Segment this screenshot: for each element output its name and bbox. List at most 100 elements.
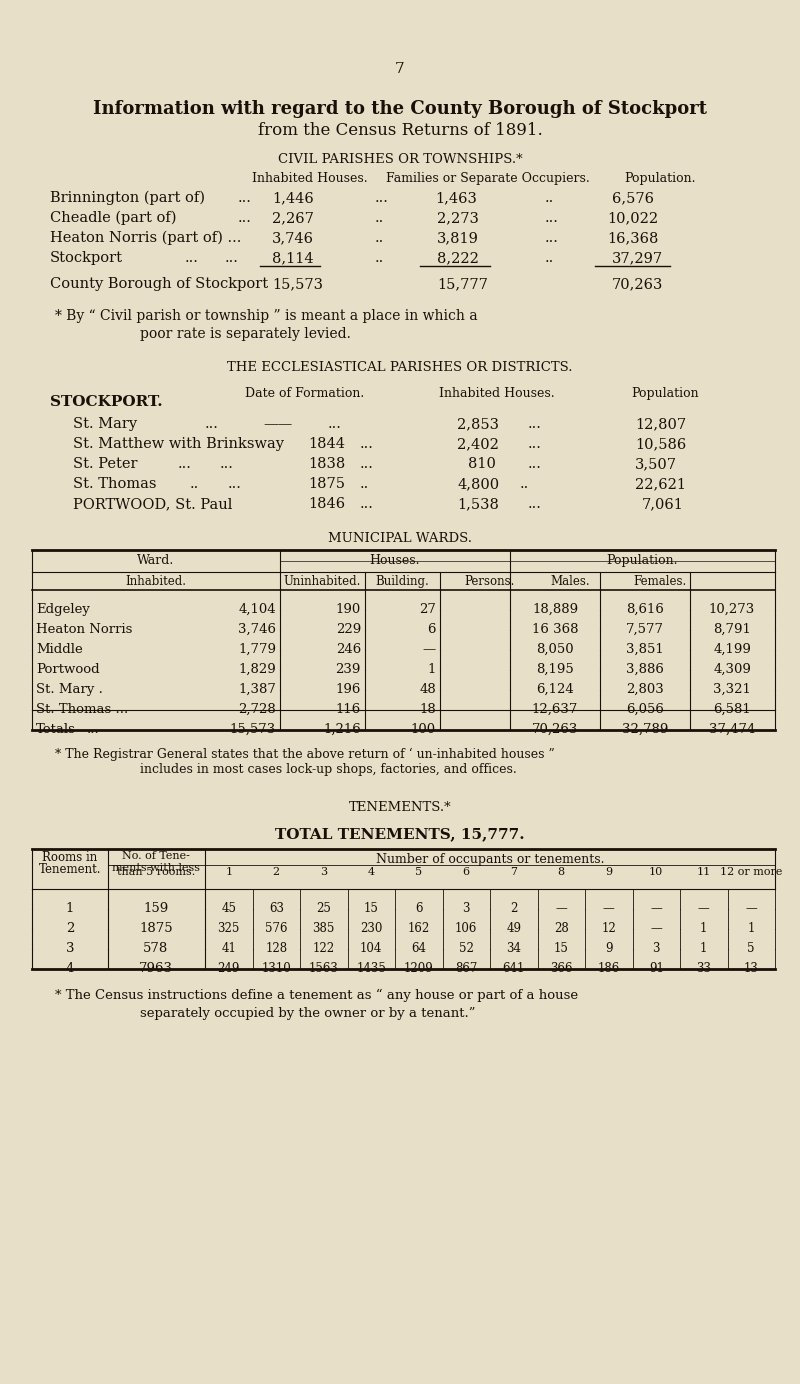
Text: 8: 8 (558, 866, 565, 877)
Text: —: — (698, 902, 710, 915)
Text: 2: 2 (510, 902, 518, 915)
Text: 10,022: 10,022 (607, 210, 658, 226)
Text: STOCKPORT.: STOCKPORT. (50, 394, 162, 410)
Text: ...: ... (238, 210, 252, 226)
Text: Totals: Totals (36, 722, 76, 736)
Text: 1,216: 1,216 (323, 722, 361, 736)
Text: ...: ... (228, 477, 242, 491)
Text: 22,621: 22,621 (635, 477, 686, 491)
Text: 2,803: 2,803 (626, 682, 664, 696)
Text: 3: 3 (320, 866, 327, 877)
Text: 366: 366 (550, 962, 573, 974)
Text: 190: 190 (336, 603, 361, 616)
Text: Population.: Population. (606, 554, 678, 567)
Text: ...: ... (360, 497, 374, 511)
Text: 3,819: 3,819 (437, 231, 479, 245)
Text: 63: 63 (269, 902, 284, 915)
Text: 229: 229 (336, 623, 361, 637)
Text: 186: 186 (598, 962, 620, 974)
Text: * The Census instructions define a tenement as “ any house or part of a house: * The Census instructions define a tenem… (55, 990, 578, 1002)
Text: Uninhabited.: Uninhabited. (283, 574, 361, 588)
Text: 10,586: 10,586 (635, 437, 686, 451)
Text: ...: ... (178, 457, 192, 471)
Text: ...: ... (238, 191, 252, 205)
Text: 2,273: 2,273 (437, 210, 479, 226)
Text: 4,800: 4,800 (457, 477, 499, 491)
Text: 1,446: 1,446 (272, 191, 314, 205)
Text: 128: 128 (265, 943, 287, 955)
Text: 10: 10 (649, 866, 663, 877)
Text: County Borough of Stockport: County Borough of Stockport (50, 277, 268, 291)
Text: 325: 325 (218, 922, 240, 936)
Text: St. Mary: St. Mary (73, 417, 137, 430)
Text: 2,853: 2,853 (457, 417, 499, 430)
Text: 37,474: 37,474 (709, 722, 755, 736)
Text: 1846: 1846 (308, 497, 345, 511)
Text: 3,746: 3,746 (272, 231, 314, 245)
Text: 49: 49 (506, 922, 522, 936)
Text: Houses.: Houses. (370, 554, 420, 567)
Text: than 5 rooms.: than 5 rooms. (117, 866, 195, 877)
Text: 4,199: 4,199 (713, 644, 751, 656)
Text: 15: 15 (554, 943, 569, 955)
Text: ...: ... (185, 251, 199, 264)
Text: 12: 12 (602, 922, 616, 936)
Text: 15,573: 15,573 (230, 722, 276, 736)
Text: 159: 159 (143, 902, 169, 915)
Text: 1875: 1875 (308, 477, 345, 491)
Text: ..: .. (375, 251, 384, 264)
Text: 8,050: 8,050 (536, 644, 574, 656)
Text: Persons.: Persons. (465, 574, 515, 588)
Text: Date of Formation.: Date of Formation. (246, 388, 365, 400)
Text: 867: 867 (455, 962, 478, 974)
Text: 106: 106 (455, 922, 478, 936)
Text: 15,573: 15,573 (272, 277, 323, 291)
Text: Inhabited Houses.: Inhabited Houses. (252, 172, 368, 185)
Text: 12 or more: 12 or more (720, 866, 782, 877)
Text: —: — (746, 902, 757, 915)
Text: 122: 122 (313, 943, 335, 955)
Text: 3,851: 3,851 (626, 644, 664, 656)
Text: 70,263: 70,263 (532, 722, 578, 736)
Text: 91: 91 (649, 962, 664, 974)
Text: 385: 385 (313, 922, 335, 936)
Text: ...: ... (528, 497, 542, 511)
Text: 7,577: 7,577 (626, 623, 664, 637)
Text: 2,267: 2,267 (272, 210, 314, 226)
Text: ..: .. (545, 191, 554, 205)
Text: 6,124: 6,124 (536, 682, 574, 696)
Text: 18: 18 (419, 703, 436, 716)
Text: ——: —— (263, 417, 292, 430)
Text: 8,222: 8,222 (437, 251, 479, 264)
Text: Information with regard to the County Borough of Stockport: Information with regard to the County Bo… (93, 100, 707, 118)
Text: 4: 4 (66, 962, 74, 974)
Text: 1563: 1563 (309, 962, 338, 974)
Text: ..: .. (360, 477, 370, 491)
Text: 15,777: 15,777 (437, 277, 488, 291)
Text: 7,061: 7,061 (642, 497, 684, 511)
Text: * The Registrar General states that the above return of ‘ un-inhabited houses ”: * The Registrar General states that the … (55, 747, 554, 761)
Text: ...: ... (545, 231, 559, 245)
Text: 2: 2 (66, 922, 74, 936)
Text: 100: 100 (411, 722, 436, 736)
Text: ...: ... (220, 457, 234, 471)
Text: 5: 5 (415, 866, 422, 877)
Text: Population.: Population. (624, 172, 696, 185)
Text: ...: ... (375, 191, 389, 205)
Text: 3,321: 3,321 (713, 682, 751, 696)
Text: Males.: Males. (550, 574, 590, 588)
Text: Population: Population (631, 388, 699, 400)
Text: 3: 3 (66, 943, 74, 955)
Text: 5: 5 (747, 943, 755, 955)
Text: —: — (422, 644, 436, 656)
Text: St. Matthew with Brinksway: St. Matthew with Brinksway (73, 437, 284, 451)
Text: Number of occupants or tenements.: Number of occupants or tenements. (376, 853, 604, 866)
Text: 27: 27 (419, 603, 436, 616)
Text: Stockport: Stockport (50, 251, 123, 264)
Text: 1875: 1875 (139, 922, 173, 936)
Text: 33: 33 (696, 962, 711, 974)
Text: 810: 810 (468, 457, 496, 471)
Text: ...: ... (528, 457, 542, 471)
Text: ..: .. (190, 477, 199, 491)
Text: 16 368: 16 368 (532, 623, 578, 637)
